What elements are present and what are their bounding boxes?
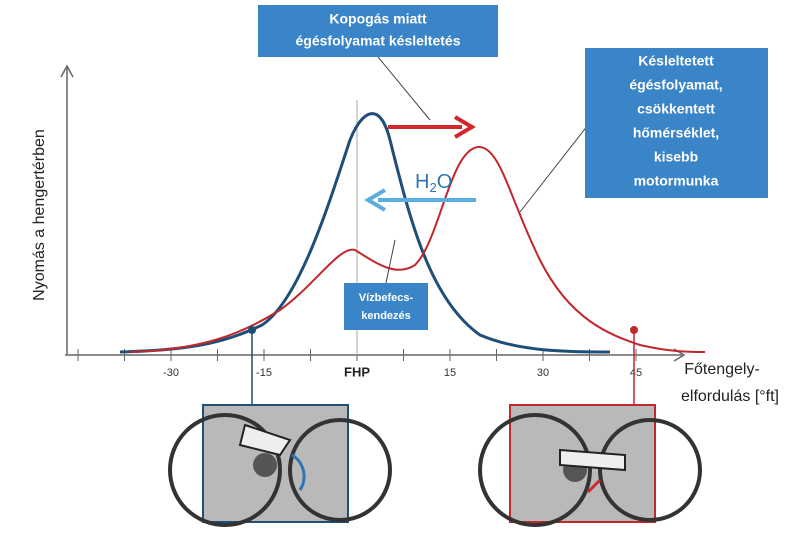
result-text: Késleltetett [638,53,714,69]
delay-arrow-head [453,115,476,139]
pressure-curve-delayed [129,145,706,353]
result-text: kisebb [654,149,698,165]
leader [377,56,431,121]
leader [519,124,589,213]
injection-box [344,283,428,330]
x-axis-label: elfordulás [°ft] [681,388,779,405]
result-text: hőmérséklet, [633,125,719,141]
tick-label: 30 [537,367,549,379]
water-label: H2O [415,171,452,195]
leader [385,239,396,284]
x-axis-label: Főtengely- [684,361,760,378]
injection-text: Vízbefecs- [359,292,414,304]
injection-text: kendezés [361,310,411,322]
knock-text: Kopogás miatt [329,11,427,27]
knock-box [258,5,498,57]
tick-label: 45 [630,367,642,379]
result-text: motormunka [634,173,719,189]
result-text: csökkentett [637,101,715,117]
y-arrow [60,64,74,78]
water-arrow-head [364,188,387,212]
pedal-image-early [168,404,392,527]
pedal-image-late [478,404,702,527]
tick-label: -15 [256,367,272,379]
tick-label: 15 [444,367,456,379]
tick-group: -30 -15 15 30 45 [163,352,642,379]
y-axis-label: Nyomás a hengertérben [31,129,48,301]
knock-text: égésfolyamat késleltetés [296,33,461,49]
result-text: égésfolyamat, [629,77,722,93]
origin-label: FHP [344,364,370,379]
tick-label: -30 [163,367,179,379]
result-box [585,48,768,198]
